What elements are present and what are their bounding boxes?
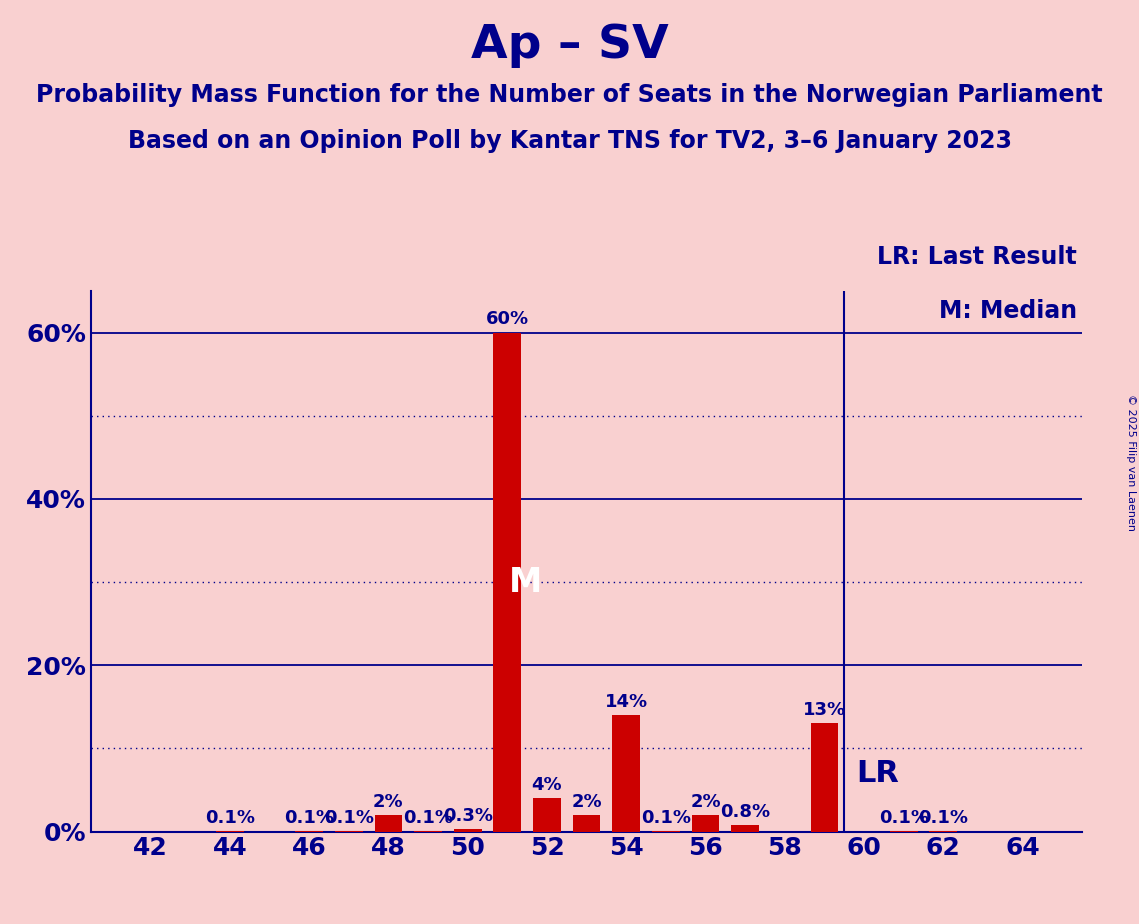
Bar bbox=[533, 798, 560, 832]
Bar bbox=[731, 825, 759, 832]
Bar bbox=[493, 333, 522, 832]
Text: 0.3%: 0.3% bbox=[443, 807, 493, 825]
Text: 0.1%: 0.1% bbox=[918, 808, 968, 827]
Text: Probability Mass Function for the Number of Seats in the Norwegian Parliament: Probability Mass Function for the Number… bbox=[36, 83, 1103, 107]
Text: Based on an Opinion Poll by Kantar TNS for TV2, 3–6 January 2023: Based on an Opinion Poll by Kantar TNS f… bbox=[128, 129, 1011, 153]
Text: 14%: 14% bbox=[605, 693, 648, 711]
Text: M: M bbox=[509, 565, 542, 599]
Text: 2%: 2% bbox=[374, 793, 403, 811]
Text: 0.1%: 0.1% bbox=[205, 808, 255, 827]
Text: © 2025 Filip van Laenen: © 2025 Filip van Laenen bbox=[1126, 394, 1136, 530]
Text: 2%: 2% bbox=[572, 793, 601, 811]
Bar bbox=[811, 723, 838, 832]
Text: 60%: 60% bbox=[485, 310, 528, 328]
Bar bbox=[453, 829, 482, 832]
Text: Ap – SV: Ap – SV bbox=[470, 23, 669, 68]
Text: 0.1%: 0.1% bbox=[878, 808, 928, 827]
Text: 13%: 13% bbox=[803, 701, 846, 719]
Text: 0.1%: 0.1% bbox=[403, 808, 453, 827]
Text: LR: Last Result: LR: Last Result bbox=[877, 246, 1077, 270]
Bar bbox=[573, 815, 600, 832]
Bar bbox=[375, 815, 402, 832]
Text: 2%: 2% bbox=[690, 793, 721, 811]
Text: LR: LR bbox=[857, 759, 899, 788]
Text: M: Median: M: Median bbox=[939, 299, 1077, 323]
Text: 4%: 4% bbox=[532, 776, 563, 794]
Text: 0.1%: 0.1% bbox=[323, 808, 374, 827]
Bar bbox=[613, 715, 640, 832]
Bar bbox=[691, 815, 720, 832]
Text: 0.8%: 0.8% bbox=[720, 803, 770, 821]
Text: 0.1%: 0.1% bbox=[641, 808, 691, 827]
Text: 0.1%: 0.1% bbox=[284, 808, 334, 827]
